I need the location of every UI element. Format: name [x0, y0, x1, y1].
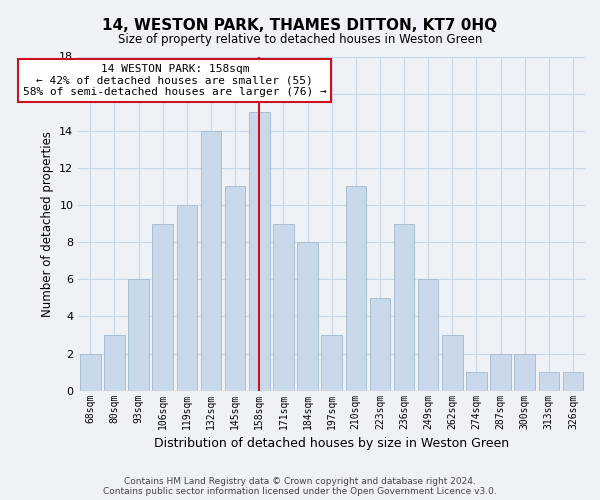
Bar [563, 372, 583, 390]
Bar [346, 186, 366, 390]
Bar [152, 224, 173, 390]
X-axis label: Distribution of detached houses by size in Weston Green: Distribution of detached houses by size … [154, 437, 509, 450]
Text: 14 WESTON PARK: 158sqm
← 42% of detached houses are smaller (55)
58% of semi-det: 14 WESTON PARK: 158sqm ← 42% of detached… [23, 64, 326, 97]
Bar [418, 280, 439, 390]
Bar [442, 335, 463, 390]
Text: Size of property relative to detached houses in Weston Green: Size of property relative to detached ho… [118, 32, 482, 46]
Bar [104, 335, 125, 390]
Bar [466, 372, 487, 390]
Text: Contains HM Land Registry data © Crown copyright and database right 2024.: Contains HM Land Registry data © Crown c… [124, 477, 476, 486]
Bar [322, 335, 342, 390]
Bar [225, 186, 245, 390]
Bar [394, 224, 414, 390]
Bar [490, 354, 511, 391]
Bar [80, 354, 101, 391]
Bar [176, 205, 197, 390]
Bar [370, 298, 390, 390]
Text: 14, WESTON PARK, THAMES DITTON, KT7 0HQ: 14, WESTON PARK, THAMES DITTON, KT7 0HQ [103, 18, 497, 32]
Bar [128, 280, 149, 390]
Bar [297, 242, 318, 390]
Bar [249, 112, 269, 390]
Text: Contains public sector information licensed under the Open Government Licence v3: Contains public sector information licen… [103, 487, 497, 496]
Bar [514, 354, 535, 391]
Y-axis label: Number of detached properties: Number of detached properties [41, 130, 54, 316]
Bar [273, 224, 293, 390]
Bar [539, 372, 559, 390]
Bar [201, 131, 221, 390]
